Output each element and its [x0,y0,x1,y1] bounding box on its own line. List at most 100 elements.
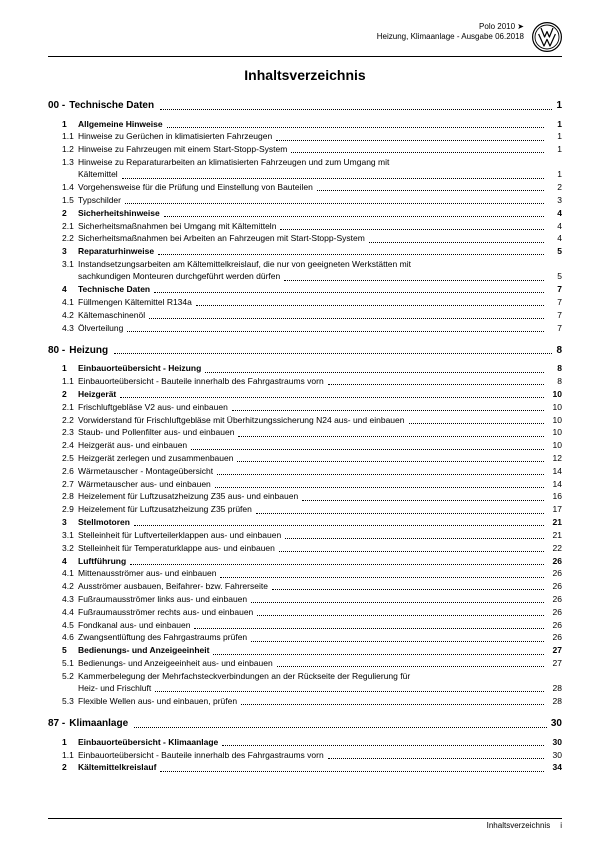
toc-row-label: Sicherheitsmaßnahmen bei Arbeiten an Fah… [78,232,365,244]
toc-leader-dots [158,254,544,255]
toc-leader-dots [276,140,544,141]
toc-section-head: 80 -Heizung8 [48,344,562,359]
toc-row-page: 30 [548,749,562,761]
toc-row: 4.2Kältemaschinenöl7 [48,309,562,321]
toc-leader-dots [237,461,544,462]
toc-row-label: Flexible Wellen aus- und einbauen, prüfe… [78,695,237,707]
toc-row-num: 2.2 [48,232,78,244]
toc-leader-dots [277,666,544,667]
page-header: Polo 2010 ➤ Heizung, Klimaanlage - Ausga… [48,22,562,52]
toc-row-label: Einbauorteübersicht - Heizung [78,362,201,374]
toc-leader-dots [120,397,544,398]
toc-row-num: 3.1 [48,258,78,270]
toc-row-page: 26 [548,593,562,605]
toc-leader-dots [127,331,544,332]
toc-row-num: 3.2 [48,542,78,554]
toc-row-num: 3 [48,245,78,257]
toc-row: 5Bedienungs- und Anzeigeeinheit27 [48,644,562,656]
toc-row-label: Heizelement für Luftzusatzheizung Z35 pr… [78,503,252,515]
toc-leader-dots [232,410,544,411]
toc-row: 1Einbauorteübersicht - Heizung8 [48,362,562,374]
toc-section-num: 80 - [48,344,65,359]
toc-row: 4Luftführung26 [48,555,562,567]
vw-logo-icon [532,22,562,52]
toc-row: 2.7Wärmetauscher aus- und einbauen14 [48,478,562,490]
toc-row-label: Fußraumausströmer links aus- und einbaue… [78,593,247,605]
toc-leader-dots [257,615,544,616]
toc-row-label: Heiz- und Frischluft [78,682,151,694]
toc-row: 1.2Hinweise zu Fahrzeugen mit einem Star… [48,143,562,155]
toc-row-num: 5.3 [48,695,78,707]
toc-row-label: Einbauorteübersicht - Bauteile innerhalb… [78,749,324,761]
toc-row: 5.1Bedienungs- und Anzeigeeinheit aus- u… [48,657,562,669]
toc-row-label-wrap: Instandsetzungsarbeiten am Kältemittelkr… [78,258,548,283]
toc-row: 2.6Wärmetauscher - Montageübersicht14 [48,465,562,477]
toc-row-page: 7 [548,296,562,308]
toc-row-num: 5.1 [48,657,78,669]
toc-row: 2.1Sicherheitsmaßnahmen bei Umgang mit K… [48,220,562,232]
toc-row-num: 2.3 [48,426,78,438]
toc-leader-dots [369,242,544,243]
toc-leader-dots [154,292,544,293]
toc-row: 2Sicherheitshinweise4 [48,207,562,219]
toc-leader-dots [194,628,544,629]
toc-row-label: Heizgerät zerlegen und zusammenbauen [78,452,233,464]
toc-leader-dots [272,589,544,590]
header-line2: Heizung, Klimaanlage - Ausgabe 06.2018 [377,32,524,42]
toc-row: 2Heizgerät10 [48,388,562,400]
toc-leader-dots [160,109,552,110]
toc-row-num: 4.2 [48,580,78,592]
footer-page-number: i [560,821,562,830]
toc-row-num: 4.3 [48,322,78,334]
toc-row: 3Stellmotoren21 [48,516,562,528]
toc-leader-dots [217,474,544,475]
toc-row-page: 28 [548,695,562,707]
toc-row-page: 7 [548,283,562,295]
toc-row-page: 26 [548,606,562,618]
toc-row: 1Einbauorteübersicht - Klimaanlage30 [48,736,562,748]
toc-row-num: 2 [48,388,78,400]
toc-row-page: 5 [548,270,562,282]
toc-row-page: 2 [548,181,562,193]
toc-row-page: 10 [548,426,562,438]
toc-row-num: 4.1 [48,567,78,579]
header-line1: Polo 2010 ➤ [377,22,524,32]
toc-row-page: 16 [548,490,562,502]
toc-row-page: 8 [548,362,562,374]
toc-row-page: 30 [548,736,562,748]
toc-leader-dots [167,127,544,128]
toc-leader-dots [164,216,544,217]
toc-row-page: 4 [548,207,562,219]
toc-row-num: 4.6 [48,631,78,643]
toc-leader-dots [191,449,544,450]
toc-row-page: 26 [548,567,562,579]
toc-row-label: Technische Daten [78,283,150,295]
page-title: Inhaltsverzeichnis [48,67,562,83]
toc-row: 2.5Heizgerät zerlegen und zusammenbauen1… [48,452,562,464]
toc-leader-dots [302,500,544,501]
toc-row-label: Sicherheitsmaßnahmen bei Umgang mit Kält… [78,220,276,232]
toc-row-label: Allgemeine Hinweise [78,118,163,130]
toc-section-label: Technische Daten [69,99,154,114]
toc-row-label: sachkundigen Monteuren durchgeführt werd… [78,270,280,282]
toc-row-num: 2 [48,207,78,219]
toc-row: 1Allgemeine Hinweise1 [48,118,562,130]
toc-row-num: 2.9 [48,503,78,515]
toc-row-num: 4.3 [48,593,78,605]
toc-row: 2.2Sicherheitsmaßnahmen bei Arbeiten an … [48,232,562,244]
footer-rule [48,818,562,819]
toc-row-num: 1.5 [48,194,78,206]
toc-leader-dots [149,318,544,319]
toc-row-page: 27 [548,644,562,656]
toc-row-page: 4 [548,220,562,232]
toc-row-num: 4.4 [48,606,78,618]
toc-leader-dots [215,487,544,488]
toc-row-page: 1 [548,118,562,130]
toc-row-label: Stellmotoren [78,516,130,528]
toc-row: 1.5Typschilder3 [48,194,562,206]
toc-row-label: Zwangsentlüftung des Fahrgastraums prüfe… [78,631,247,643]
toc-row-label: Typschilder [78,194,121,206]
toc-row-num: 1 [48,736,78,748]
toc-section-page: 1 [556,99,562,114]
toc-leader-dots [134,525,544,526]
